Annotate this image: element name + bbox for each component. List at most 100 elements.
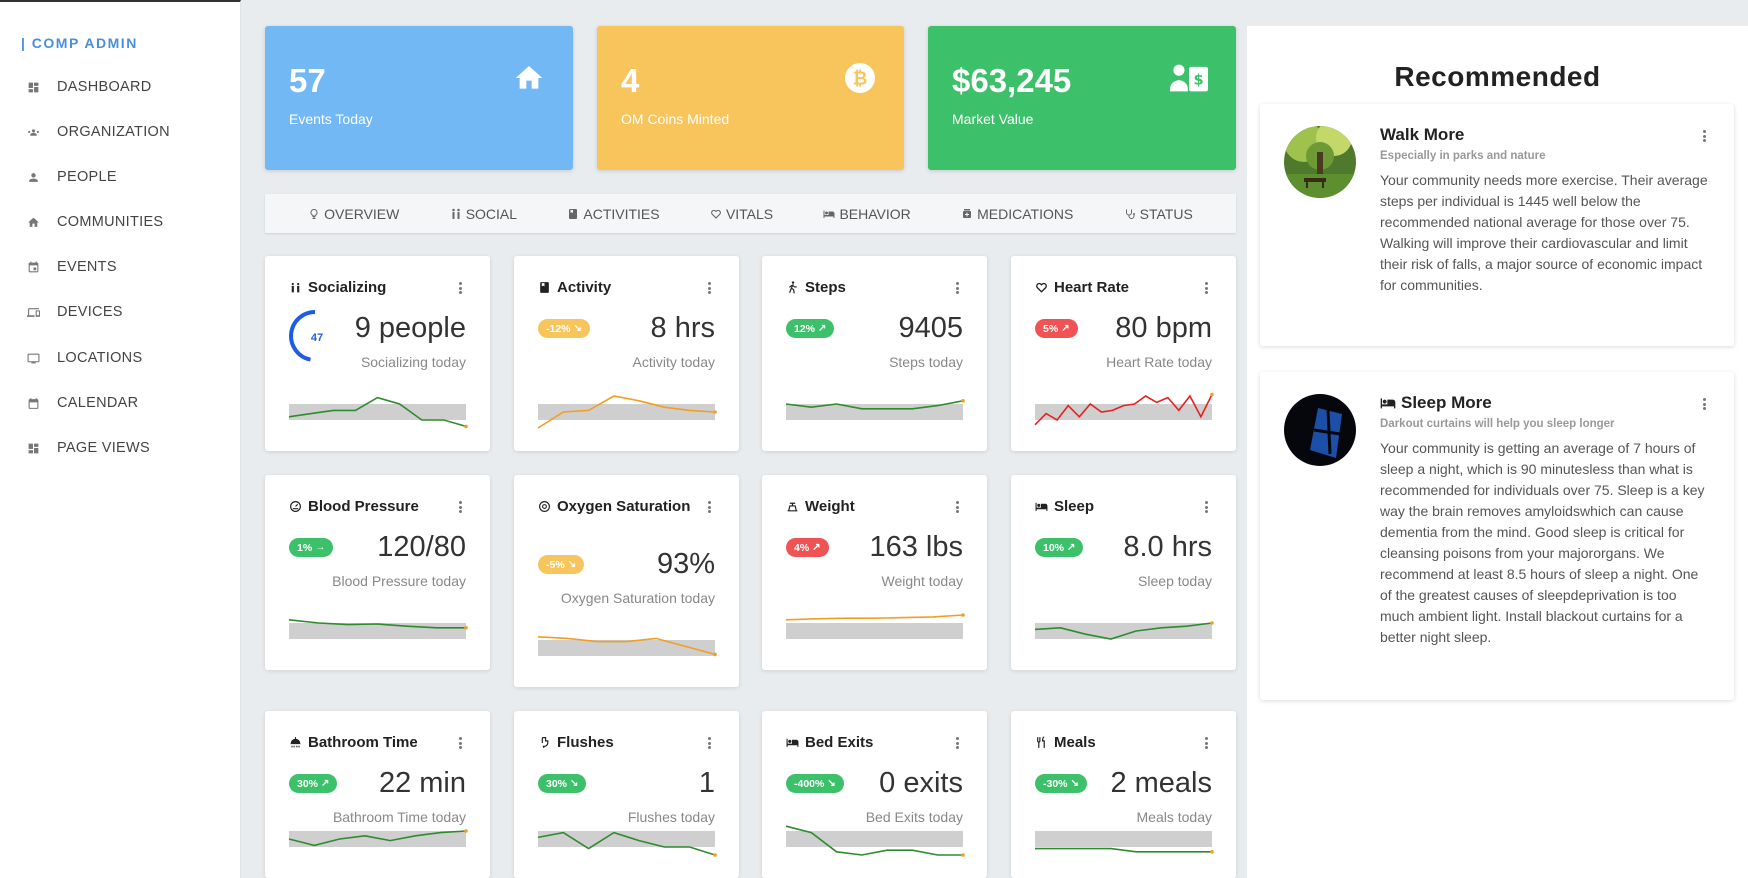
more-vert-icon[interactable] [951, 499, 963, 515]
bitcoin-icon: ₿ [845, 63, 875, 93]
metric-card-socializing[interactable]: Socializing 47 9 people Socializing today [265, 256, 490, 451]
tab-behavior[interactable]: BEHAVIOR [823, 206, 911, 222]
card-subtitle: Socializing today [360, 354, 466, 370]
more-vert-icon[interactable] [454, 499, 466, 515]
brand-logo[interactable]: | COMP ADMIN [21, 35, 138, 51]
trend-down-icon: ↘ [567, 559, 577, 570]
sidebar-item-calendar[interactable]: CALENDAR [26, 391, 138, 415]
more-vert-icon[interactable] [1200, 499, 1212, 515]
tab-label: STATUS [1139, 205, 1193, 222]
trend-badge: -30% ↘ [1035, 774, 1087, 793]
card-title: Steps [786, 279, 956, 296]
more-vert-icon[interactable] [1698, 128, 1710, 144]
sidebar-item-dashboard[interactable]: DASHBOARD [26, 75, 152, 99]
card-value: 93% [656, 548, 715, 580]
sidebar-item-communities[interactable]: COMMUNITIES [26, 210, 163, 234]
card-title-text: Bed Exits [805, 734, 874, 751]
more-vert-icon[interactable] [454, 735, 466, 751]
recommendation-body: Your community is getting an average of … [1380, 440, 1705, 645]
card-title-text: Socializing [308, 279, 387, 296]
card-subtitle: Sleep today [1138, 573, 1212, 589]
tab-status[interactable]: STATUS [1124, 206, 1193, 222]
sparkline-band [1035, 831, 1212, 847]
home-icon [515, 66, 543, 89]
more-vert-icon[interactable] [1200, 735, 1212, 751]
sidebar-item-page-views[interactable]: PAGE VIEWS [26, 436, 150, 460]
sidebar-item-label: COMMUNITIES [57, 214, 164, 230]
stat-card-market-value[interactable]: $63,245 Market Value $ [928, 26, 1236, 170]
sparkline-endpoint [1210, 621, 1214, 625]
tab-medications[interactable]: MEDICATIONS [961, 206, 1073, 222]
sidebar-item-people[interactable]: PEOPLE [26, 165, 117, 189]
sparkline-band [538, 640, 715, 656]
more-vert-icon[interactable] [454, 280, 466, 296]
metric-card-flushes[interactable]: Flushes 30% ↘ 1 Flushes today [514, 711, 739, 878]
weight-icon [787, 502, 798, 512]
sidebar-item-devices[interactable]: DEVICES [26, 300, 123, 324]
metric-card-oxygen-saturation[interactable]: Oxygen Saturation -5% ↘ 93% Oxygen Saturatio… [514, 475, 739, 687]
trend-badge: 4% ↗ [786, 538, 829, 557]
trend-badge: 5% ↗ [1035, 319, 1078, 338]
sidebar-item-locations[interactable]: LOCATIONS [26, 346, 142, 370]
tab-social[interactable]: SOCIAL [450, 206, 517, 222]
sparkline-chart [1035, 831, 1214, 854]
more-vert-icon[interactable] [1200, 280, 1212, 296]
svg-text:₿: ₿ [853, 69, 868, 90]
svg-text:$: $ [1193, 73, 1203, 89]
lightbulb-icon [310, 208, 318, 219]
metric-card-meals[interactable]: Meals -30% ↘ 2 meals Meals today [1011, 711, 1236, 878]
home-icon [26, 215, 40, 229]
tab-activities[interactable]: ACTIVITIES [567, 206, 660, 222]
more-vert-icon[interactable] [951, 735, 963, 751]
more-vert-icon[interactable] [703, 735, 715, 751]
metric-card-steps[interactable]: Steps 12% ↗ 9405 Steps today [762, 256, 987, 451]
card-subtitle: Activity today [632, 354, 715, 370]
recommendation-card-walk[interactable]: Walk More Especially in parks and nature… [1260, 104, 1734, 346]
sparkline-endpoint [961, 613, 965, 617]
trend-badge-text: 12% [794, 322, 816, 335]
card-title-text: Heart Rate [1054, 279, 1130, 296]
trend-badge: 1% → [289, 538, 334, 557]
more-vert-icon[interactable] [1698, 396, 1710, 412]
tab-label: VITALS [725, 205, 774, 222]
tab-vitals[interactable]: VITALS [710, 206, 773, 222]
card-subtitle: Steps today [889, 354, 963, 370]
metric-card-sleep[interactable]: Sleep 10% ↗ 8.0 hrs Sleep today [1011, 475, 1236, 670]
stethoscope-icon [1125, 209, 1135, 219]
tab-overview[interactable]: OVERVIEW [308, 206, 399, 222]
card-subtitle: Weight today [881, 573, 963, 589]
metric-card-weight[interactable]: Weight 4% ↗ 163 lbs Weight today [762, 475, 987, 670]
card-subtitle: Flushes today [627, 809, 715, 825]
metric-card-bathroom-time[interactable]: Bathroom Time 30% ↗ 22 min Bathroom Time tod… [265, 711, 490, 878]
metric-card-bed-exits[interactable]: Bed Exits -400% ↘ 0 exits Bed Exits today [762, 711, 987, 878]
recommendation-card-sleep[interactable]: Sleep More Darkout curtains will help yo… [1260, 372, 1734, 700]
stat-label: OM Coins Minted [621, 111, 730, 127]
devices-icon [26, 305, 40, 319]
card-title: Activity [538, 279, 708, 296]
trend-down-icon: ↘ [570, 778, 579, 789]
card-title: Weight [786, 498, 956, 515]
heart-icon [711, 209, 721, 219]
card-value: 22 min [378, 767, 466, 799]
park-image [1284, 126, 1356, 198]
recommendation-title: Sleep More [1380, 393, 1492, 413]
sidebar-item-organization[interactable]: ORGANIZATION [26, 120, 170, 144]
metric-card-blood-pressure[interactable]: Blood Pressure 1% → 120/80 Blood Pressure to… [265, 475, 490, 670]
sparkline-endpoint [961, 399, 965, 403]
sidebar-item-label: CALENDAR [57, 395, 139, 411]
more-vert-icon[interactable] [951, 280, 963, 296]
metric-card-activity[interactable]: Activity -12% ↘ 8 hrs Activity today [514, 256, 739, 451]
sidebar-item-label: LOCATIONS [57, 350, 143, 366]
stat-card-coins[interactable]: 4 OM Coins Minted ₿ [597, 26, 904, 170]
more-vert-icon[interactable] [703, 280, 715, 296]
window-night-image [1284, 394, 1356, 466]
metric-card-heart-rate[interactable]: Heart Rate 5% ↗ 80 bpm Heart Rate today [1011, 256, 1236, 451]
tab-label: OVERVIEW [324, 205, 400, 222]
stat-card-events[interactable]: 57 Events Today [265, 26, 573, 170]
group-icon [26, 125, 40, 139]
stat-value: 4 [621, 62, 640, 99]
trend-badge: -5% ↘ [538, 555, 585, 574]
sparkline-chart [288, 396, 468, 429]
sidebar-item-events[interactable]: EVENTS [26, 255, 117, 279]
more-vert-icon[interactable] [703, 499, 715, 515]
